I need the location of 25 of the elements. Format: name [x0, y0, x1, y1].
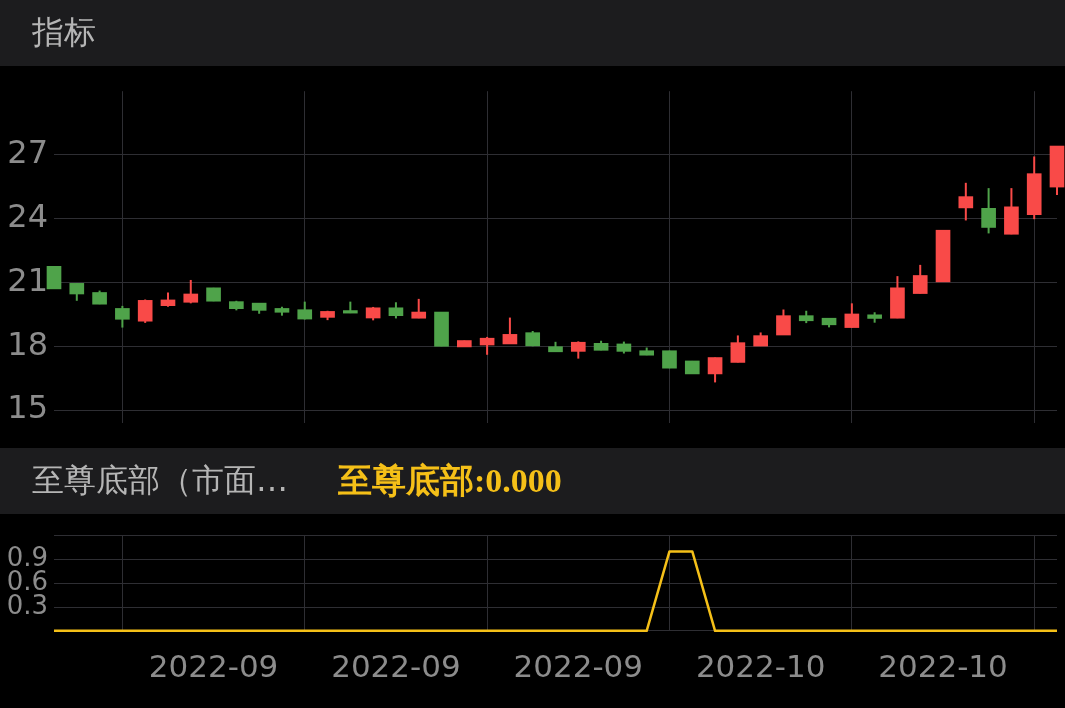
candlestick — [958, 181, 974, 222]
text: 至尊底部:0.000 — [338, 461, 562, 501]
candlestick — [707, 356, 723, 384]
y-tick-label: 21 — [7, 260, 48, 299]
y-tick-label: 15 — [7, 388, 48, 427]
y-tick-label: 24 — [7, 197, 48, 236]
x-tick-label: 2022-09 — [331, 648, 461, 685]
candlestick — [981, 187, 996, 235]
candlestick — [115, 304, 130, 329]
candlestick — [844, 302, 860, 329]
chart-title: 至尊底部（市面… — [32, 460, 288, 501]
candlestick — [411, 297, 427, 320]
x-tick-label: 2022-10 — [878, 648, 1008, 685]
x-tick-label: 2022-10 — [695, 648, 826, 685]
candlestick — [912, 263, 928, 295]
x-tick-label: 2022-09 — [513, 648, 644, 685]
candlestick — [776, 308, 791, 337]
candlestick — [46, 266, 62, 290]
chart-title: 指标 — [32, 12, 96, 53]
x-tick-label: 2022-09 — [148, 648, 279, 685]
y-tick-label: 0.3 — [6, 589, 48, 620]
candlestick — [502, 316, 518, 345]
y-tick-label: 27 — [7, 133, 48, 172]
candlestick — [730, 334, 746, 364]
y-tick-label: 18 — [7, 324, 48, 363]
